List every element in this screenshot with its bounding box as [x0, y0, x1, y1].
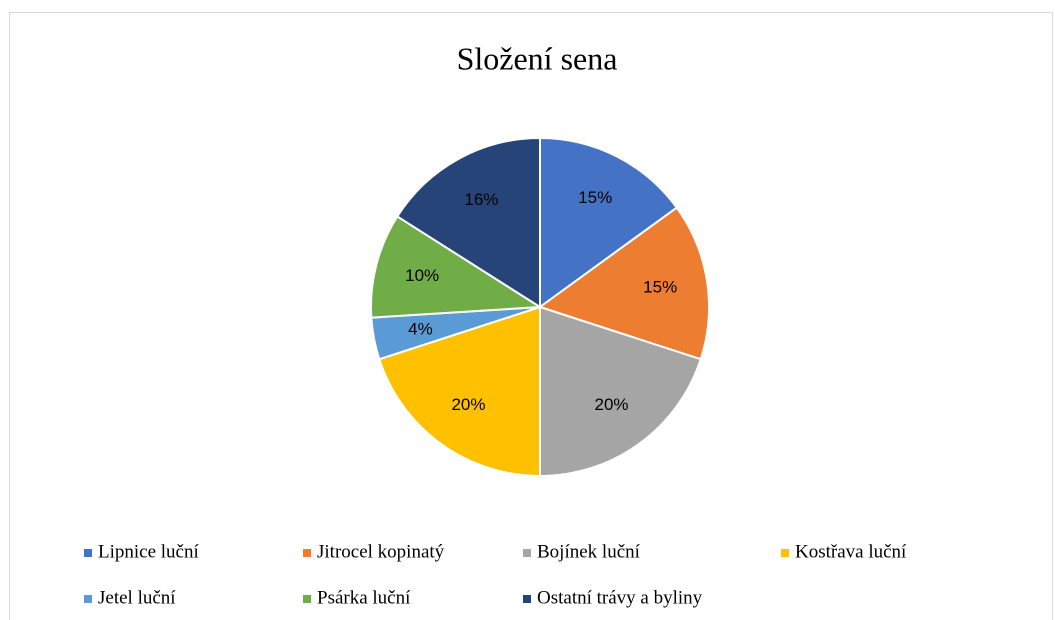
legend-label: Jetel luční — [98, 587, 176, 608]
chart-title: Složení sena — [457, 40, 618, 76]
legend-marker — [523, 595, 531, 603]
pie-slice — [539, 305, 702, 478]
data-label: 15% — [578, 188, 612, 207]
pie-slice — [378, 305, 541, 478]
data-label: 16% — [464, 190, 498, 209]
legend-label: Psárka luční — [317, 587, 411, 608]
data-label: 10% — [405, 266, 439, 285]
pie-slice — [370, 215, 544, 319]
legend-label: Bojínek luční — [537, 541, 641, 562]
legend-marker — [84, 549, 92, 557]
legend-label: Kostřava luční — [795, 541, 907, 562]
legend-label: Ostatní trávy a byliny — [537, 587, 703, 608]
legend-marker — [84, 595, 92, 603]
pie-slice — [395, 136, 541, 309]
legend-marker — [523, 549, 531, 557]
data-label: 4% — [408, 319, 433, 338]
pie-slice — [537, 206, 710, 361]
data-label: 15% — [643, 277, 677, 296]
legend-marker — [303, 549, 311, 557]
pie-slice — [539, 136, 679, 309]
data-label: 20% — [595, 395, 629, 414]
legend-marker — [303, 595, 311, 603]
legend-marker — [781, 549, 789, 557]
legend-label: Jitrocel kopinatý — [317, 541, 445, 562]
legend-label: Lipnice luční — [98, 541, 199, 562]
data-label: 20% — [451, 395, 485, 414]
